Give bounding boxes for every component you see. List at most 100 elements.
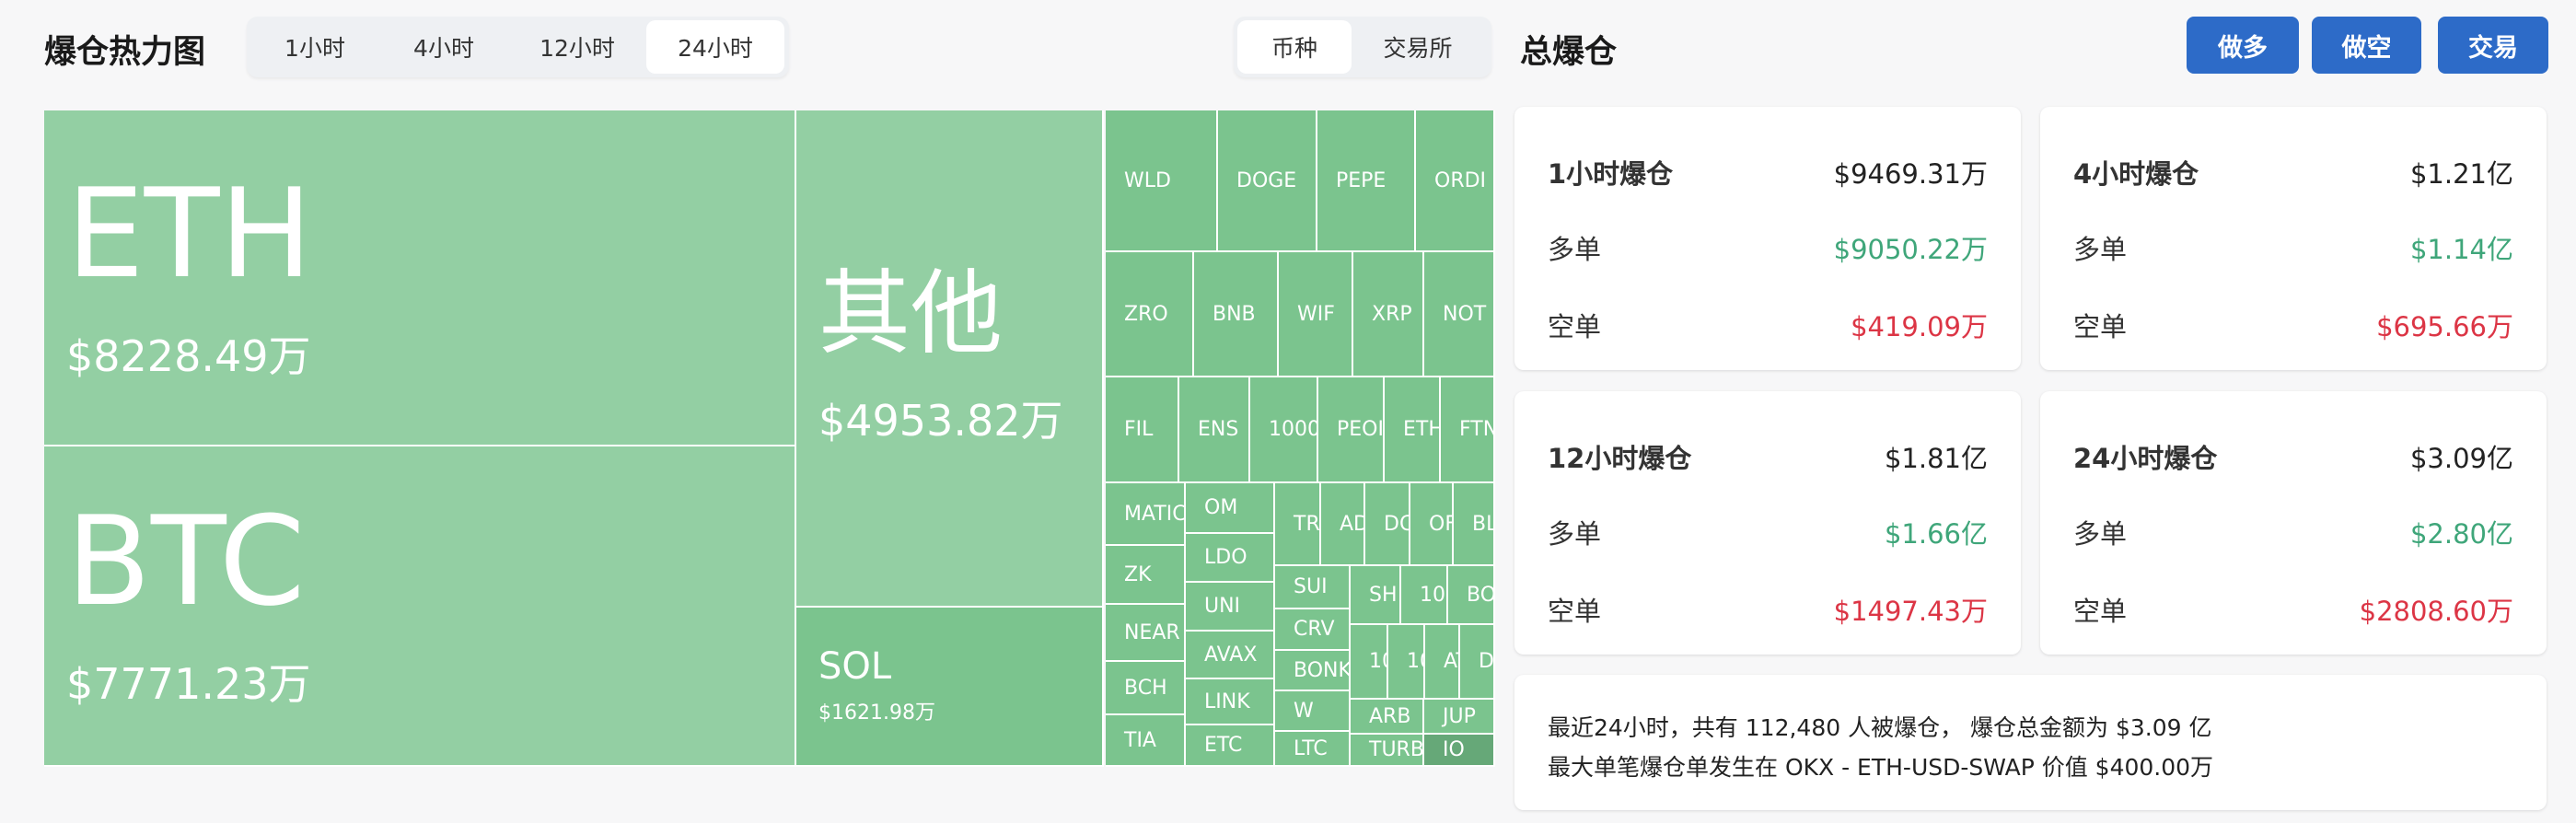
treemap-cell-name: AT [1444, 650, 1458, 673]
treemap-cell[interactable]: AVAX [1186, 632, 1275, 679]
treemap-cell[interactable]: SH [1351, 566, 1401, 625]
stat-value: $1.81亿 [1884, 443, 1988, 474]
liquidation-stat-card: 24小时爆仓 $3.09亿 多单 $2.80亿 空单 $2808.60万 [2040, 391, 2547, 655]
treemap-cell[interactable]: ENS [1179, 377, 1250, 483]
stat-value: $695.66万 [2376, 311, 2513, 342]
treemap-cell[interactable]: ETC [1186, 725, 1275, 767]
treemap-cell[interactable]: MATIC [1106, 483, 1186, 546]
treemap-cell[interactable]: TIA [1106, 715, 1186, 767]
treemap-cell[interactable]: BONK [1275, 651, 1351, 691]
stat-row: 24小时爆仓 $3.09亿 [2073, 437, 2513, 476]
short-button[interactable]: 做空 [2312, 17, 2421, 74]
treemap-cell-name: BCH [1124, 676, 1167, 700]
liquidation-stat-card: 4小时爆仓 $1.21亿 多单 $1.14亿 空单 $695.66万 [2040, 107, 2547, 370]
tab-exchange[interactable]: 交易所 [1383, 35, 1453, 62]
stat-row: 空单 $1497.43万 [1548, 590, 1988, 629]
summary-line-2: 最大单笔爆仓单发生在 OKX - ETH-USD-SWAP 价值 $400.00… [1548, 754, 2214, 781]
treemap-cell[interactable]: XRP [1353, 252, 1424, 377]
treemap-cell[interactable]: FIL [1106, 377, 1179, 483]
treemap-cell[interactable]: WLD [1106, 110, 1218, 252]
treemap-cell[interactable]: JUP [1424, 700, 1495, 735]
treemap-cell[interactable]: 10 [1351, 625, 1388, 700]
treemap-cell[interactable]: CRV [1275, 609, 1351, 651]
treemap-cell[interactable]: 其他 $4953.82万 [796, 110, 1104, 608]
treemap-cell[interactable]: IO [1424, 735, 1495, 767]
treemap-cell-name: WIF [1297, 302, 1335, 326]
treemap-cell[interactable]: ZRO [1106, 252, 1194, 377]
stat-label: 空单 [1548, 596, 1602, 627]
tab-12h[interactable]: 12小时 [540, 35, 615, 62]
treemap-cell[interactable]: FTN [1441, 377, 1495, 483]
treemap-cell[interactable]: LTC [1275, 732, 1351, 767]
trade-button[interactable]: 交易 [2438, 17, 2548, 74]
treemap-cell-name: W [1294, 699, 1314, 723]
treemap-cell[interactable]: 100 [1401, 566, 1448, 625]
treemap-cell[interactable]: TURB [1351, 735, 1424, 767]
treemap-cell-name: ETH [1403, 418, 1441, 441]
treemap-cell[interactable]: ORDI [1416, 110, 1495, 252]
treemap-cell[interactable]: LDO [1186, 534, 1275, 583]
treemap-cell[interactable]: AD [1321, 483, 1365, 566]
stat-value: $1.66亿 [1884, 518, 1988, 550]
stat-label: 24小时爆仓 [2073, 443, 2218, 474]
treemap-cell[interactable]: ETH [1385, 377, 1441, 483]
treemap-cell[interactable]: OM [1186, 483, 1275, 534]
treemap-cell[interactable]: DOGE [1218, 110, 1317, 252]
treemap-cell-name: ARB [1369, 704, 1411, 728]
treemap-cell[interactable]: BTC $7771.23万 [44, 446, 796, 767]
treemap-cell-name: NOT [1443, 302, 1487, 326]
treemap-cell[interactable]: W [1275, 691, 1351, 732]
stat-row: 空单 $2808.60万 [2073, 590, 2513, 629]
treemap-cell-value: $1621.98万 [818, 701, 935, 724]
treemap-cell[interactable]: UNI [1186, 583, 1275, 632]
treemap-cell[interactable]: D [1460, 625, 1495, 700]
treemap-cell-name: 100 [1420, 583, 1446, 607]
stat-value: $2.80亿 [2409, 518, 2513, 550]
tab-1h[interactable]: 1小时 [284, 35, 345, 62]
treemap-cell-name: BTC [66, 490, 306, 633]
treemap-cell[interactable]: 10 [1388, 625, 1425, 700]
tab-24h[interactable]: 24小时 [646, 20, 784, 74]
treemap-cell[interactable]: AT [1425, 625, 1460, 700]
treemap-cell-name: LTC [1294, 736, 1328, 760]
total-liquidation-title: 总爆仓 [1520, 34, 1618, 71]
treemap-cell[interactable]: TR [1275, 483, 1321, 566]
treemap-cell[interactable]: 1000 [1250, 377, 1318, 483]
summary-card: 最近24小时，共有 112,480 人被爆仓， 爆仓总金额为 $3.09 亿 最… [1514, 675, 2547, 810]
treemap-cell[interactable]: ETH $8228.49万 [44, 110, 796, 446]
treemap-cell[interactable]: DC [1365, 483, 1410, 566]
treemap-cell[interactable]: SOL $1621.98万 [796, 608, 1104, 767]
treemap-cell[interactable]: SUI [1275, 566, 1351, 609]
treemap-cell-name: ZK [1124, 562, 1152, 586]
treemap-cell[interactable]: LINK [1186, 679, 1275, 725]
treemap-cell-name: FIL [1124, 418, 1154, 441]
stat-row: 1小时爆仓 $9469.31万 [1548, 153, 1988, 191]
treemap-cell[interactable]: NOT [1424, 252, 1495, 377]
group-by-tabs: 币种 交易所 [1234, 17, 1491, 77]
treemap-cell-name: UNI [1204, 595, 1241, 618]
treemap-cell[interactable]: WIF [1279, 252, 1353, 377]
stat-row: 空单 $695.66万 [2073, 306, 2513, 344]
treemap-cell[interactable]: PEOI [1318, 377, 1385, 483]
treemap-cell[interactable]: ARB [1351, 700, 1424, 735]
liquidation-stat-card: 12小时爆仓 $1.81亿 多单 $1.66亿 空单 $1497.43万 [1514, 391, 2021, 655]
long-button[interactable]: 做多 [2187, 17, 2299, 74]
treemap-cell-name: ORDI [1434, 168, 1487, 192]
treemap-cell-name: OM [1204, 496, 1238, 519]
treemap-cell[interactable]: ZK [1106, 546, 1186, 605]
treemap-cell[interactable]: BCH [1106, 662, 1186, 715]
treemap-cell-name: ENS [1198, 418, 1239, 441]
tab-coin[interactable]: 币种 [1237, 20, 1352, 74]
stat-row: 多单 $2.80亿 [2073, 513, 2513, 551]
treemap-cell[interactable]: OF [1410, 483, 1454, 566]
treemap-cell-name: TR [1294, 512, 1320, 536]
treemap-cell-name: AD [1340, 512, 1363, 536]
treemap-cell[interactable]: BO [1448, 566, 1495, 625]
tab-4h[interactable]: 4小时 [413, 35, 474, 62]
treemap-cell[interactable]: BNB [1194, 252, 1279, 377]
treemap-cell[interactable]: BL [1454, 483, 1495, 566]
stat-label: 空单 [2073, 311, 2128, 342]
treemap-cell-name: DC [1384, 512, 1409, 536]
treemap-cell[interactable]: PEPE [1317, 110, 1416, 252]
treemap-cell[interactable]: NEAR [1106, 605, 1186, 662]
